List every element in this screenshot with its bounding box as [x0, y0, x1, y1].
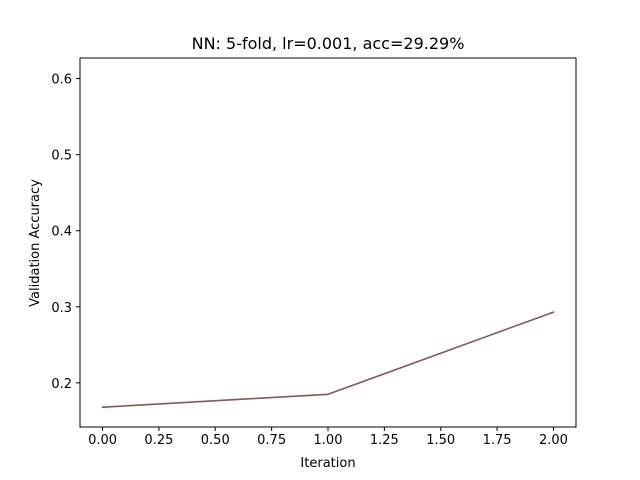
- x-tick-label: 1.25: [370, 433, 399, 448]
- x-tick-label: 0.25: [144, 433, 173, 448]
- y-axis-label: Validation Accuracy: [28, 179, 43, 307]
- x-tick-label: 2.00: [539, 433, 568, 448]
- x-tick-label: 1.50: [426, 433, 455, 448]
- y-tick-label: 0.4: [51, 225, 72, 240]
- x-tick-label: 0.50: [201, 433, 230, 448]
- y-axis-ticks: 0.2 0.3 0.4 0.5 0.6: [51, 73, 80, 392]
- y-tick-label: 0.5: [51, 149, 72, 164]
- x-tick-label: 0.75: [257, 433, 286, 448]
- axes-frame: [79, 57, 577, 428]
- y-tick-label: 0.3: [51, 301, 72, 316]
- x-tick-label: 1.75: [483, 433, 512, 448]
- x-axis-label: Iteration: [300, 456, 355, 471]
- x-tick-label: 0.00: [88, 433, 117, 448]
- y-tick-label: 0.6: [51, 73, 72, 88]
- chart-title: NN: 5-fold, lr=0.001, acc=29.29%: [192, 34, 465, 53]
- x-axis-ticks: 0.00 0.25 0.50 0.75 1.00 1.25 1.50 1.75 2.00: [88, 427, 568, 448]
- series-layer: [101, 311, 555, 409]
- x-tick-label: 1.00: [314, 433, 343, 448]
- y-tick-label: 0.2: [51, 377, 72, 392]
